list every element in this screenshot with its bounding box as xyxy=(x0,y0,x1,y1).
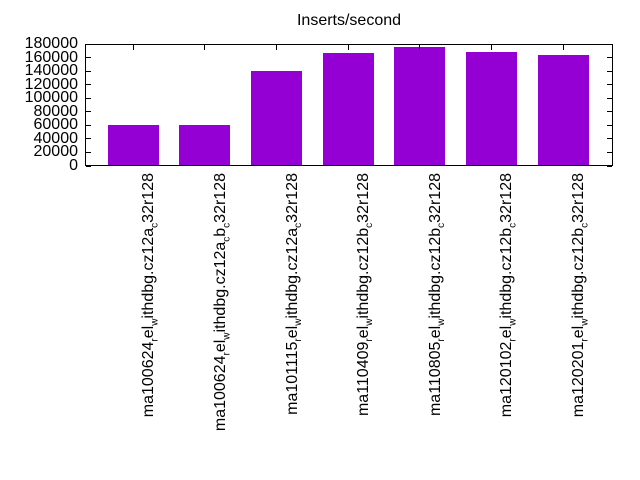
x-tick-label-7: ma120201relwithdbg.cz12bc32r128 xyxy=(570,173,591,418)
x-tick-label-subscript: w xyxy=(507,318,519,326)
bar-7 xyxy=(537,55,589,166)
y-tick-label: 140000 xyxy=(24,62,78,80)
x-tick-label-subscript: c xyxy=(507,222,519,228)
y-axis-tick-left xyxy=(86,57,91,59)
y-axis-tick-right xyxy=(607,151,612,153)
x-tick-label-subscript: w xyxy=(149,318,161,326)
x-axis-tick-top xyxy=(275,45,277,50)
x-tick-label-subscript: r xyxy=(364,338,376,342)
x-tick-label-subscript: r xyxy=(149,338,161,342)
x-tick-label-3: ma101115relwithdbg.cz12ac32r128 xyxy=(283,173,304,415)
bar-2 xyxy=(179,125,231,166)
y-tick-label: 120000 xyxy=(24,75,78,93)
x-axis-tick-top xyxy=(419,45,421,50)
y-axis-tick-right xyxy=(607,124,612,126)
bar-3 xyxy=(250,71,302,166)
y-tick-label: 40000 xyxy=(33,129,79,147)
bar-6 xyxy=(465,51,517,166)
y-tick-label: 100000 xyxy=(24,89,78,107)
y-axis-tick-left xyxy=(86,43,91,45)
y-axis-tick-left xyxy=(86,111,91,113)
x-tick-label-subscript: c xyxy=(149,222,161,228)
x-axis-tick-top xyxy=(132,45,134,50)
y-tick-label: 80000 xyxy=(33,102,79,120)
x-tick-label-subscript: c xyxy=(220,236,232,242)
x-tick-label-subscript: r xyxy=(292,338,304,342)
x-tick-label-subscript: w xyxy=(364,318,376,326)
x-tick-label-subscript: c xyxy=(292,222,304,228)
y-axis-tick-right xyxy=(607,57,612,59)
y-axis-tick-right xyxy=(607,111,612,113)
y-tick-label: 0 xyxy=(69,157,78,174)
y-axis-tick-right xyxy=(607,165,612,167)
x-tick-label-subscript: c xyxy=(364,222,376,228)
y-axis-tick-left xyxy=(86,70,91,72)
y-tick-label: 20000 xyxy=(33,143,79,161)
x-axis-tick-top xyxy=(490,45,492,50)
bar-1 xyxy=(107,124,159,166)
y-axis-tick-left xyxy=(86,97,91,99)
x-tick-label-6: ma120102relwithdbg.cz12bc32r128 xyxy=(498,173,519,418)
x-tick-label-subscript: r xyxy=(507,338,519,342)
x-axis-tick-top xyxy=(204,45,206,50)
x-tick-label-subscript: r xyxy=(435,338,447,342)
y-axis-tick-left xyxy=(86,84,91,86)
y-axis-tick-left xyxy=(86,124,91,126)
x-tick-label-subscript: r xyxy=(220,352,232,356)
y-axis-tick-right xyxy=(607,43,612,45)
bar-4 xyxy=(322,53,374,166)
y-tick-label: 180000 xyxy=(24,35,78,52)
bar-5 xyxy=(394,47,446,166)
y-axis-tick-left xyxy=(86,138,91,140)
y-axis-tick-right xyxy=(607,84,612,86)
x-tick-label-subscript: w xyxy=(220,332,232,340)
x-tick-label-subscript: r xyxy=(579,338,591,342)
x-tick-label-subscript: c xyxy=(220,222,232,228)
y-tick-label: 160000 xyxy=(24,48,78,66)
y-axis-tick-right xyxy=(607,97,612,99)
x-tick-label-4: ma110409relwithdbg.cz12bc32r128 xyxy=(355,173,376,417)
x-axis-tick-top xyxy=(347,45,349,50)
y-axis-tick-left xyxy=(86,151,91,153)
x-tick-label-2: ma100624relwithdbg.cz12acbc32r128 xyxy=(211,173,232,432)
y-tick-label: 60000 xyxy=(33,116,79,134)
y-axis-tick-right xyxy=(607,70,612,72)
x-tick-label-5: ma110805relwithdbg.cz12bc32r128 xyxy=(426,173,447,417)
x-axis-tick-top xyxy=(562,45,564,50)
y-axis-tick-left xyxy=(86,165,91,167)
x-tick-label-subscript: w xyxy=(435,318,447,326)
y-axis-tick-right xyxy=(607,138,612,140)
x-tick-label-subscript: c xyxy=(579,222,591,228)
x-tick-label-1: ma100624relwithdbg.cz12ac32r128 xyxy=(140,173,161,418)
x-tick-label-subscript: w xyxy=(292,318,304,326)
chart-title: Inserts/second xyxy=(296,12,402,29)
x-tick-label-subscript: w xyxy=(579,318,591,326)
x-tick-label-subscript: c xyxy=(435,222,447,228)
